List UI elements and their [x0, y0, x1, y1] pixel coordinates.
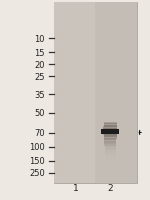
Bar [105, 147, 116, 148]
Text: 1: 1 [73, 183, 79, 192]
Bar [105, 162, 116, 164]
Bar [104, 138, 117, 139]
Bar [105, 152, 116, 153]
Bar [105, 161, 116, 162]
Text: 25: 25 [34, 73, 45, 81]
Bar [105, 159, 116, 161]
Bar [104, 139, 116, 141]
Bar [103, 128, 117, 129]
Bar [104, 125, 117, 126]
Text: 35: 35 [34, 91, 45, 99]
Bar [104, 124, 117, 126]
Bar [104, 137, 117, 138]
Bar [105, 155, 116, 156]
Bar [105, 149, 116, 151]
Bar [105, 150, 116, 151]
Bar [104, 136, 117, 138]
Bar [105, 165, 116, 167]
Bar [105, 160, 116, 161]
Bar [104, 142, 116, 143]
Bar [103, 126, 117, 127]
Bar [104, 123, 117, 125]
Bar [104, 136, 117, 137]
Text: 15: 15 [34, 49, 45, 57]
Bar [105, 166, 116, 167]
Bar [105, 161, 116, 163]
Bar [54, 3, 136, 183]
Bar [105, 155, 116, 157]
Bar [103, 129, 118, 131]
Bar [101, 129, 119, 134]
Bar [105, 167, 116, 168]
Bar [105, 145, 116, 147]
Bar [103, 134, 117, 135]
Bar [104, 142, 116, 144]
Bar [103, 130, 118, 132]
Bar [105, 158, 116, 159]
Bar [105, 152, 116, 154]
Bar [104, 143, 116, 145]
Bar [104, 144, 116, 145]
Text: 2: 2 [107, 183, 113, 192]
Bar [105, 168, 116, 169]
Bar [105, 156, 116, 158]
Bar [104, 135, 117, 136]
Bar [103, 133, 117, 134]
Bar [105, 154, 116, 155]
Bar [103, 133, 117, 135]
Bar [105, 151, 116, 152]
Bar [54, 3, 95, 183]
Bar [105, 153, 116, 155]
Text: 70: 70 [34, 129, 45, 137]
Bar [105, 163, 116, 164]
Bar [105, 158, 116, 160]
Bar [104, 140, 116, 142]
Text: 50: 50 [34, 109, 45, 117]
Text: 100: 100 [29, 143, 45, 151]
Bar [105, 145, 116, 146]
Bar [104, 141, 116, 142]
Bar [105, 146, 116, 148]
Bar [105, 149, 116, 150]
Text: 10: 10 [34, 35, 45, 43]
Bar [95, 3, 136, 183]
Bar [105, 164, 116, 165]
Bar [105, 148, 116, 149]
Bar [103, 129, 117, 130]
Text: 150: 150 [29, 157, 45, 165]
Text: 250: 250 [29, 169, 45, 177]
Bar [103, 132, 117, 133]
Bar [105, 165, 116, 166]
Bar [104, 123, 117, 124]
Bar [103, 127, 117, 129]
Bar [105, 157, 116, 158]
Text: 20: 20 [34, 61, 45, 69]
Bar [103, 126, 117, 128]
Bar [103, 131, 118, 132]
Bar [104, 139, 116, 140]
